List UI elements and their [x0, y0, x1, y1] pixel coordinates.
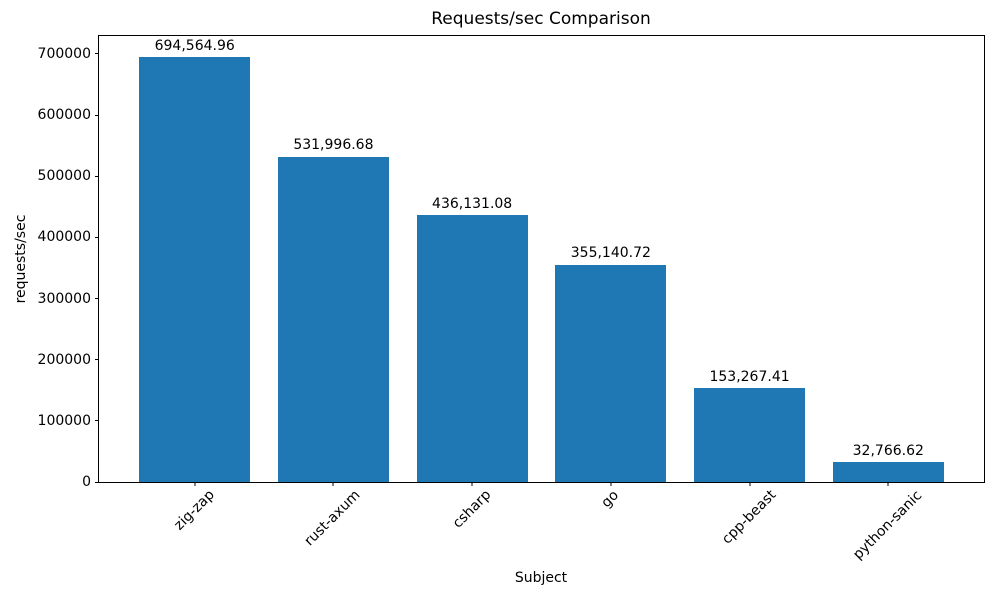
bar-value-label: 153,267.41	[709, 368, 790, 385]
y-axis-label: requests/sec	[13, 214, 29, 304]
y-tick-label: 400000	[37, 229, 91, 246]
bar-rust-axum	[277, 156, 389, 482]
x-tick-label: go	[598, 487, 623, 511]
plot-area: 0 100000 200000 300000 400000 500000 600000 700…	[38, 35, 985, 562]
x-tick-label: csharp	[449, 487, 495, 532]
y-tick-label: 300000	[37, 290, 91, 307]
y-axis-tick	[95, 236, 99, 238]
bar-value-label: 694,564.96	[154, 37, 235, 54]
bar-cpp-beast	[694, 388, 806, 482]
x-tick-label: cpp-beast	[719, 487, 780, 548]
x-axis-tick	[471, 482, 473, 486]
bar-python-sanic	[832, 461, 944, 482]
y-tick-label: 100000	[37, 412, 91, 429]
bar-zig-zap	[139, 57, 251, 482]
y-tick-label: 0	[82, 474, 91, 490]
x-tick-label: zig-zap	[170, 487, 218, 535]
x-axis-tick	[749, 482, 751, 486]
x-axis-tick	[332, 482, 334, 486]
y-axis-tick	[95, 359, 99, 361]
y-axis-tick	[95, 481, 99, 483]
y-tick-label: 500000	[37, 168, 91, 185]
bar-csharp	[416, 215, 528, 482]
bar-value-label: 32,766.62	[852, 442, 924, 459]
y-tick-label: 600000	[37, 107, 91, 124]
y-axis-tick	[95, 53, 99, 55]
bar-value-label: 355,140.72	[570, 245, 651, 262]
x-tick-label: rust-axum	[301, 487, 364, 550]
chart-title: Requests/sec Comparison	[431, 9, 651, 29]
y-axis-tick	[95, 114, 99, 116]
x-axis-label: Subject	[514, 570, 568, 586]
bar-value-label: 436,131.08	[432, 195, 513, 212]
y-axis-tick	[95, 420, 99, 422]
y-axis-tick	[95, 298, 99, 300]
bar-go	[555, 264, 667, 482]
y-tick-label: 200000	[37, 351, 91, 368]
y-axis-tick	[95, 175, 99, 177]
x-tick-label: python-sanic	[850, 487, 926, 563]
x-axis-tick	[194, 482, 196, 486]
bar-value-label: 531,996.68	[293, 137, 374, 154]
x-axis-tick	[610, 482, 612, 486]
y-tick-label: 700000	[37, 45, 91, 62]
x-axis-tick	[887, 482, 889, 486]
